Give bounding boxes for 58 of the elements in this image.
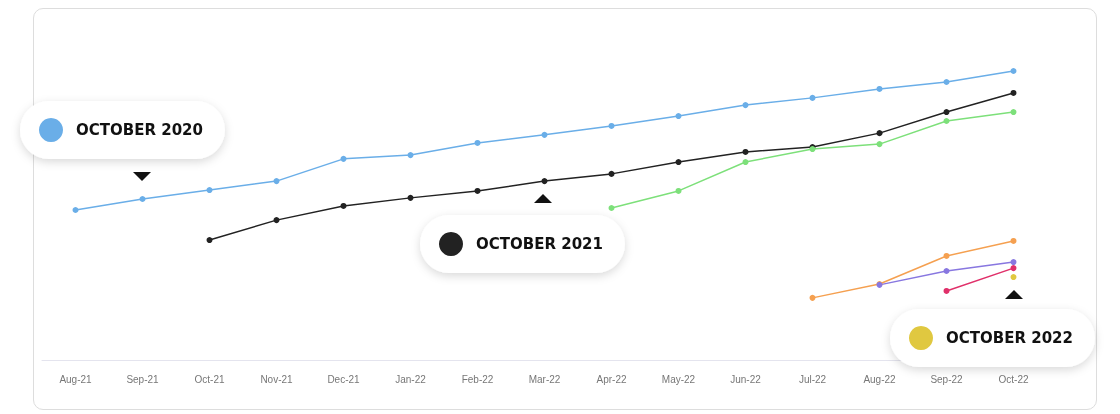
x-tick-label: Jul-22 xyxy=(798,373,827,385)
point xyxy=(742,102,749,109)
point xyxy=(1010,68,1017,74)
point xyxy=(943,78,950,85)
point xyxy=(876,85,883,92)
x-tick-label: Aug-21 xyxy=(59,373,93,385)
point xyxy=(943,252,950,259)
point xyxy=(340,155,347,162)
point xyxy=(273,217,280,224)
point xyxy=(139,196,146,203)
point xyxy=(273,178,280,185)
x-tick-label: Feb-22 xyxy=(461,373,494,385)
x-tick-label: Nov-21 xyxy=(260,373,294,385)
point xyxy=(943,267,950,274)
point xyxy=(1010,109,1017,116)
x-tick-label: Oct-22 xyxy=(998,373,1029,385)
point xyxy=(809,94,816,101)
point xyxy=(407,152,414,159)
point xyxy=(876,130,883,137)
point xyxy=(675,187,682,194)
x-tick-label: Apr-22 xyxy=(596,373,627,385)
point xyxy=(608,122,615,129)
point xyxy=(876,141,883,148)
point xyxy=(943,287,950,294)
point xyxy=(474,139,481,146)
x-tick-label: Sep-22 xyxy=(930,373,964,385)
point xyxy=(809,294,816,301)
point xyxy=(1010,259,1017,266)
point xyxy=(407,194,414,201)
point xyxy=(340,202,347,209)
point xyxy=(943,118,950,124)
point xyxy=(675,113,682,120)
x-tick-label: Aug-22 xyxy=(863,373,897,385)
point xyxy=(1010,237,1017,244)
legend-label: OCTOBER 2022 xyxy=(946,329,1073,347)
x-tick-label: Oct-21 xyxy=(194,373,225,385)
point xyxy=(474,187,481,194)
point xyxy=(943,109,950,116)
point xyxy=(206,187,213,194)
legend-label: OCTOBER 2020 xyxy=(76,121,203,139)
point xyxy=(541,131,548,138)
point xyxy=(206,237,213,244)
x-tick-label: Sep-21 xyxy=(126,373,160,385)
point xyxy=(675,159,682,166)
legend-label: OCTOBER 2021 xyxy=(476,235,603,253)
point xyxy=(72,207,79,214)
point xyxy=(608,204,615,211)
x-tick-label: Jun-22 xyxy=(730,373,762,385)
point xyxy=(541,178,548,185)
x-tick-label: Mar-22 xyxy=(528,373,561,385)
x-tick-label: Dec-21 xyxy=(327,373,361,385)
point xyxy=(1010,265,1017,272)
point xyxy=(1010,89,1017,96)
point xyxy=(742,148,749,155)
point xyxy=(608,170,615,177)
x-tick-label: Jan-22 xyxy=(395,373,427,385)
point xyxy=(742,159,749,166)
x-tick-label: May-22 xyxy=(661,373,696,385)
